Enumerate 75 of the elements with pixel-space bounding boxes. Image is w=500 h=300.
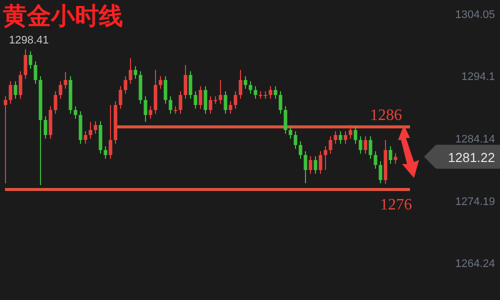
candlestick xyxy=(218,79,222,104)
text: 1281.22 xyxy=(448,150,495,165)
y-tick-label: 1294.1 xyxy=(461,71,495,84)
ref-line-label: 1286 xyxy=(370,106,402,124)
chart-title: 黄金小时线 xyxy=(2,1,123,30)
candlestick xyxy=(348,124,352,140)
candlestick xyxy=(268,86,272,100)
candlestick xyxy=(324,146,328,171)
annotation: 1298.41 xyxy=(9,34,49,46)
candlestick xyxy=(304,150,308,184)
candlestick xyxy=(44,116,48,140)
candlestick xyxy=(198,86,202,110)
candlestick xyxy=(24,48,28,80)
candlestick xyxy=(178,90,182,114)
candlestick xyxy=(164,76,168,104)
candlestick xyxy=(188,70,192,100)
candlestick xyxy=(394,152,398,164)
candlestick xyxy=(284,106,288,134)
candlestick xyxy=(134,66,138,80)
candlestick xyxy=(84,130,88,144)
candlestick xyxy=(318,150,322,174)
candlestick xyxy=(314,156,318,174)
y-tick-label: 1304.05 xyxy=(455,9,495,21)
candlestick xyxy=(298,140,302,160)
candlestick xyxy=(344,130,348,144)
candlestick xyxy=(64,71,68,90)
candlestick xyxy=(194,90,198,110)
candlestick xyxy=(288,126,292,140)
candlestick xyxy=(168,96,172,114)
candlestick xyxy=(248,80,252,94)
y-tick-label: 1264.24 xyxy=(455,258,495,270)
candlestick xyxy=(58,80,62,100)
candlestick xyxy=(244,76,248,90)
candlestick xyxy=(334,130,338,144)
candlestick xyxy=(158,76,162,90)
candlestick xyxy=(144,96,148,122)
candlestick xyxy=(358,136,362,154)
candlestick xyxy=(104,146,108,160)
candlestick xyxy=(28,50,32,70)
candlestick xyxy=(294,130,298,150)
candlestick xyxy=(274,86,278,100)
candlestick xyxy=(54,90,58,114)
candlestick xyxy=(354,126,358,144)
candlestick xyxy=(148,106,152,120)
candlestick xyxy=(388,146,392,164)
y-tick-label: 1284.14 xyxy=(455,134,495,146)
candlestick xyxy=(338,130,342,144)
candlestick xyxy=(238,69,242,100)
candlestick xyxy=(88,121,92,140)
candlestick xyxy=(124,76,128,94)
candlestick xyxy=(94,120,98,134)
candlestick xyxy=(108,104,112,160)
candlestick xyxy=(364,136,368,154)
candlestick xyxy=(14,80,18,100)
candlestick xyxy=(34,60,38,84)
candlestick xyxy=(374,150,378,170)
candlestick xyxy=(74,106,78,120)
candlestick xyxy=(8,80,12,104)
candlestick xyxy=(204,86,208,114)
candlestick xyxy=(378,160,382,184)
candlestick xyxy=(4,96,8,184)
candlestick xyxy=(118,86,122,110)
candlestick xyxy=(234,90,238,110)
candlestick xyxy=(128,58,132,84)
candlestick xyxy=(228,100,232,114)
candlestick xyxy=(278,90,282,114)
ref-line-label: 1276 xyxy=(380,196,412,214)
candlestick xyxy=(368,136,372,160)
candlestick xyxy=(308,156,312,174)
candlestick xyxy=(184,64,188,100)
candlestick xyxy=(18,70,22,100)
candlestick xyxy=(328,136,332,154)
candlestick xyxy=(254,86,258,100)
candlestick xyxy=(224,90,228,114)
y-tick-label: 1274.19 xyxy=(455,196,495,208)
